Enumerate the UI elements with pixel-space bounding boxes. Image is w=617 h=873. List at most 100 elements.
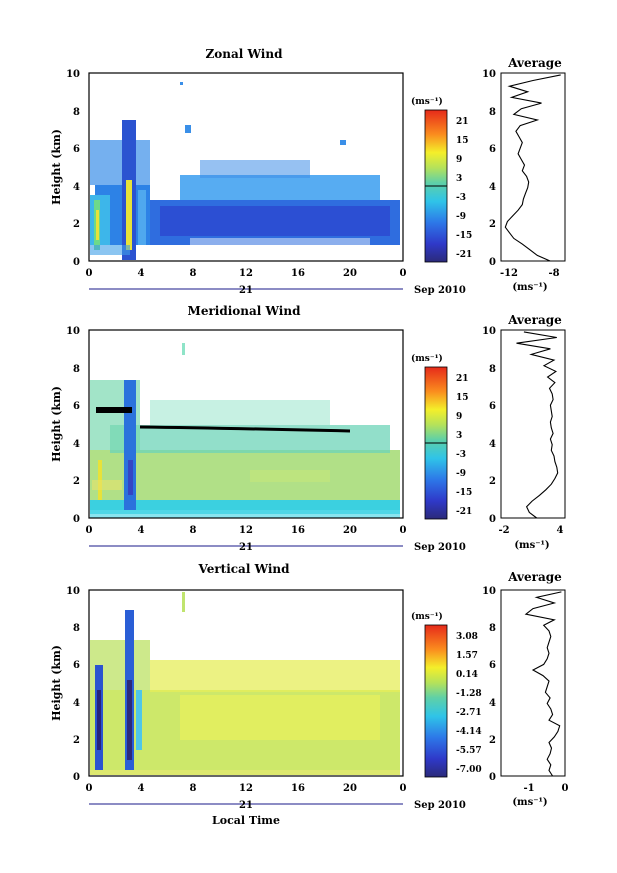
x-tick-label: 0 bbox=[400, 268, 407, 279]
y-tick-label: 6 bbox=[489, 660, 496, 671]
date-label: Sep 2010 bbox=[414, 285, 466, 296]
y-tick-label: 10 bbox=[66, 586, 80, 597]
x-tick-label: 0 bbox=[400, 525, 407, 536]
average-x-tick: -8 bbox=[548, 268, 559, 279]
y-tick-label: 8 bbox=[489, 107, 496, 118]
x-ticks: 0 4 8 12 16 20 0 bbox=[86, 525, 407, 536]
y-tick-label: 8 bbox=[489, 623, 496, 634]
colorbar bbox=[424, 624, 448, 778]
average-title: Average bbox=[507, 56, 562, 70]
y-ticks: 0 2 4 6 8 10 bbox=[66, 326, 80, 525]
y-tick-label: 10 bbox=[66, 326, 80, 337]
average-x-tick: -2 bbox=[498, 525, 509, 536]
date-day-label: 21 bbox=[239, 542, 253, 553]
average-y-ticks: 0 2 4 6 8 10 bbox=[482, 69, 496, 268]
y-tick-label: 4 bbox=[73, 182, 80, 193]
y-tick-label: 10 bbox=[482, 326, 496, 337]
colorbar-label: 0.14 bbox=[456, 670, 478, 680]
average-x-label: (ms⁻¹) bbox=[512, 282, 547, 293]
average-profile-line bbox=[516, 331, 559, 519]
x-tick-label: 20 bbox=[343, 525, 357, 536]
y-tick-label: 6 bbox=[73, 401, 80, 412]
x-ticks: 0 4 8 12 16 20 0 bbox=[86, 268, 407, 279]
average-y-ticks: 0 2 4 6 8 10 bbox=[482, 326, 496, 525]
average-x-label: (ms⁻¹) bbox=[514, 540, 549, 551]
plot-frame bbox=[88, 589, 404, 777]
x-tick-label: 0 bbox=[86, 783, 93, 794]
y-tick-label: 6 bbox=[73, 144, 80, 155]
y-tick-label: 8 bbox=[489, 364, 496, 375]
colorbar-label: -3 bbox=[456, 193, 466, 203]
x-tick-label: 16 bbox=[291, 268, 305, 279]
y-tick-label: 10 bbox=[482, 69, 496, 80]
colorbar-label: -2.71 bbox=[456, 708, 482, 718]
y-tick-label: 6 bbox=[489, 144, 496, 155]
colorbar-label: 21 bbox=[456, 117, 469, 127]
x-tick-label: 0 bbox=[400, 783, 407, 794]
x-axis-label: Local Time bbox=[212, 814, 280, 827]
y-tick-label: 2 bbox=[73, 476, 80, 487]
heatmap-field bbox=[90, 82, 400, 260]
x-tick-label: 8 bbox=[190, 525, 197, 536]
y-tick-label: 2 bbox=[73, 735, 80, 746]
date-label: Sep 2010 bbox=[414, 542, 466, 553]
y-tick-label: 0 bbox=[73, 514, 80, 525]
colorbar-label: -15 bbox=[456, 231, 472, 241]
x-tick-label: 8 bbox=[190, 783, 197, 794]
colorbar-unit: (ms⁻¹) bbox=[411, 96, 443, 107]
panel-title: Meridional Wind bbox=[188, 304, 302, 318]
colorbar-label: -3 bbox=[456, 450, 466, 460]
y-tick-label: 4 bbox=[489, 439, 496, 450]
colorbar-labels: 21 15 9 3 -3 -9 -15 -21 bbox=[456, 374, 472, 517]
x-ticks: 0 4 8 12 16 20 0 bbox=[86, 783, 407, 794]
y-tick-label: 8 bbox=[73, 623, 80, 634]
y-tick-label: 6 bbox=[489, 401, 496, 412]
x-tick-label: 4 bbox=[138, 268, 145, 279]
y-tick-label: 0 bbox=[73, 257, 80, 268]
x-tick-label: 4 bbox=[138, 783, 145, 794]
colorbar-label: 9 bbox=[456, 155, 462, 165]
x-tick-label: 16 bbox=[291, 783, 305, 794]
y-tick-label: 6 bbox=[73, 660, 80, 671]
average-x-tick: 4 bbox=[557, 525, 564, 536]
y-tick-label: 0 bbox=[489, 257, 496, 268]
average-title: Average bbox=[507, 570, 562, 584]
y-tick-label: 4 bbox=[73, 439, 80, 450]
date-day-label: 21 bbox=[239, 800, 253, 811]
y-tick-label: 4 bbox=[73, 698, 80, 709]
y-ticks: 0 2 4 6 8 10 bbox=[66, 586, 80, 783]
y-tick-label: 0 bbox=[489, 772, 496, 783]
colorbar-label: -9 bbox=[456, 469, 466, 479]
date-label: Sep 2010 bbox=[414, 800, 466, 811]
colorbar-label: 3 bbox=[456, 174, 462, 184]
colorbar-label: 9 bbox=[456, 412, 462, 422]
colorbar-label: -1.28 bbox=[456, 689, 482, 699]
axes-ticks: 0 4 8 12 16 20 0 0 2 4 6 8 10 bbox=[66, 69, 406, 279]
y-tick-label: 2 bbox=[73, 219, 80, 230]
x-tick-label: 12 bbox=[239, 525, 253, 536]
panel-meridional: Meridional Wind 0 4 8 12 16 20 0 bbox=[50, 304, 566, 553]
average-x-label: (ms⁻¹) bbox=[512, 797, 547, 808]
x-tick-label: 12 bbox=[239, 783, 253, 794]
date-day-label: 21 bbox=[239, 285, 253, 296]
panel-title: Zonal Wind bbox=[206, 47, 284, 61]
colorbar-label: 1.57 bbox=[456, 651, 478, 661]
panel-vertical: Vertical Wind 0 4 8 12 16 20 0 0 2 bbox=[50, 562, 569, 827]
colorbar-labels: 21 15 9 3 -3 -9 -15 -21 bbox=[456, 117, 472, 260]
plot-frame bbox=[88, 72, 404, 262]
y-axis-label: Height (km) bbox=[50, 386, 63, 462]
plot-frame bbox=[88, 329, 404, 519]
average-x-tick: 0 bbox=[562, 783, 569, 794]
x-tick-label: 16 bbox=[291, 525, 305, 536]
average-frame bbox=[500, 589, 566, 777]
colorbar-label: -5.57 bbox=[456, 746, 482, 756]
colorbar-label: 3.08 bbox=[456, 632, 478, 642]
y-tick-label: 10 bbox=[482, 586, 496, 597]
x-tick-label: 0 bbox=[86, 268, 93, 279]
average-profile-line bbox=[524, 591, 562, 777]
y-tick-label: 4 bbox=[489, 698, 496, 709]
colorbar-label: 3 bbox=[456, 431, 462, 441]
colorbar-label: 15 bbox=[456, 393, 469, 403]
average-frame bbox=[500, 329, 566, 519]
